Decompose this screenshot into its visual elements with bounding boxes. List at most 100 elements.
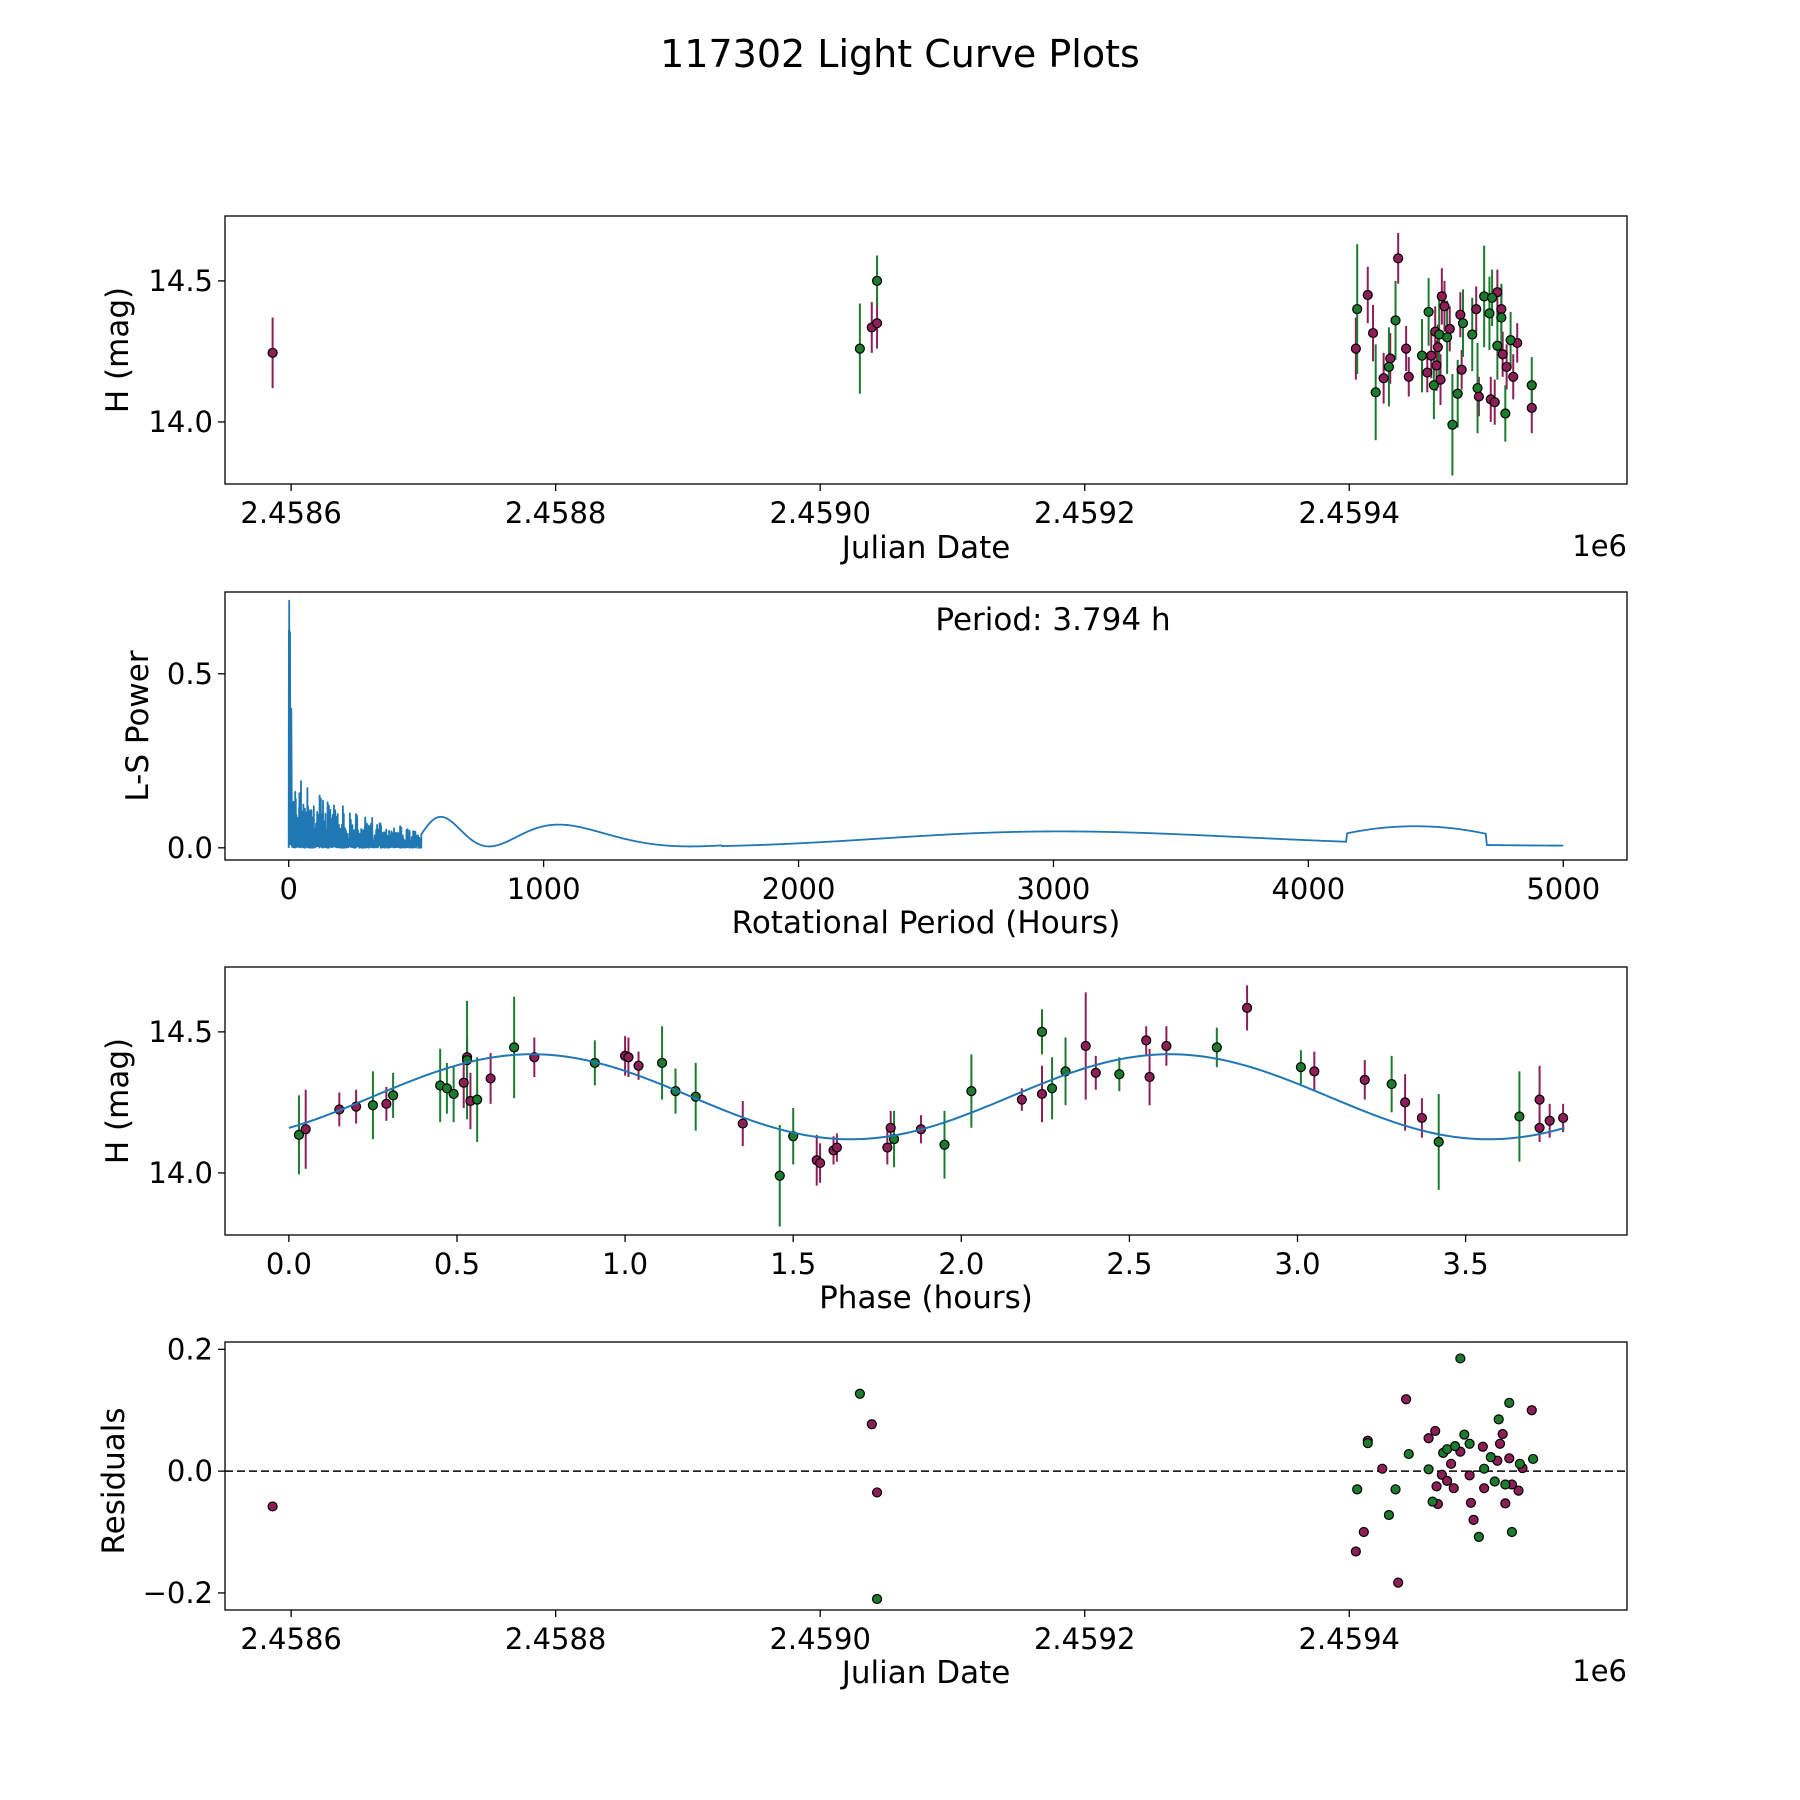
- periodogram-x-ticks: 0 1000 2000 3000 4000 5000: [280, 860, 1600, 906]
- periodogram-x-tick-label: 5000: [1526, 872, 1600, 906]
- lightcurve-point: [1393, 253, 1404, 264]
- phase-y-tick-label: 14.0: [148, 1156, 213, 1190]
- periodogram-y-tick-label: 0.5: [167, 657, 213, 691]
- periodogram-x-tick-label: 0: [280, 872, 298, 906]
- phase-point: [1114, 1069, 1125, 1080]
- phase-point: [1295, 1062, 1306, 1073]
- lightcurve-point: [1456, 364, 1467, 375]
- residuals-point: [1468, 1514, 1479, 1525]
- phase-point: [458, 1077, 469, 1088]
- lightcurve-point: [1432, 342, 1443, 353]
- residuals-point: [1473, 1531, 1484, 1543]
- residuals-point: [1477, 1441, 1488, 1452]
- phase-point: [633, 1060, 644, 1071]
- phase-point: [831, 1142, 843, 1153]
- residuals-point: [1506, 1526, 1518, 1538]
- phase-point: [1046, 1083, 1058, 1094]
- lightcurve-panel: 2.4586 2.4588 2.4590 2.4592 2.4594 14.014.5 …: [100, 215, 1628, 566]
- phase-plot-area: [288, 985, 1569, 1227]
- phase-y-axis-label: H (mag): [100, 1038, 136, 1164]
- residuals-point: [267, 1501, 278, 1512]
- phase-point: [885, 1122, 896, 1133]
- phase-point: [293, 1129, 305, 1140]
- residuals-point: [1504, 1453, 1515, 1464]
- phase-point: [441, 1083, 452, 1094]
- phase-x-tick-label: 0.5: [434, 1247, 480, 1281]
- phase-x-tick-label: 1.0: [602, 1247, 648, 1281]
- phase-point: [623, 1052, 634, 1063]
- phase-point: [814, 1157, 826, 1169]
- phase-point: [774, 1170, 785, 1181]
- phase-point: [966, 1086, 977, 1097]
- lightcurve-point: [1447, 419, 1458, 430]
- phase-point: [300, 1124, 311, 1135]
- phase-point: [1544, 1115, 1555, 1126]
- phase-point: [1514, 1111, 1525, 1122]
- residuals-point: [1500, 1498, 1511, 1509]
- residuals-point: [1358, 1526, 1369, 1538]
- residuals-point: [1465, 1497, 1477, 1508]
- phase-point: [1080, 1040, 1091, 1052]
- phase-point: [1016, 1094, 1027, 1105]
- lightcurve-point: [1472, 382, 1483, 394]
- residuals-point: [1527, 1453, 1539, 1465]
- phase-point: [1386, 1078, 1397, 1090]
- lightcurve-point: [1497, 349, 1508, 360]
- lightcurve-x-tick-label: 2.4590: [769, 496, 870, 530]
- phase-x-tick-label: 2.5: [1106, 1247, 1152, 1281]
- residuals-plot-area: [225, 1353, 1627, 1605]
- lightcurve-point: [1455, 309, 1466, 320]
- lightcurve-point: [1489, 397, 1500, 408]
- residuals-point: [1423, 1464, 1434, 1475]
- phase-point: [1309, 1066, 1320, 1077]
- phase-point: [1400, 1097, 1411, 1108]
- phase-point: [509, 1042, 520, 1053]
- phase-point: [1359, 1074, 1370, 1085]
- lightcurve-x-axis-label: Julian Date: [840, 530, 1011, 566]
- lightcurve-x-ticks: 2.4586 2.4588 2.4590 2.4592 2.4594: [240, 484, 1400, 530]
- lightcurve-x-offset-label: 1e6: [1572, 529, 1627, 563]
- lightcurve-axes-frame: [224, 215, 1628, 485]
- lightcurve-y-tick-label: 14.0: [148, 405, 213, 439]
- residuals-point: [1455, 1353, 1466, 1364]
- lightcurve-point: [1471, 303, 1482, 315]
- phase-point: [448, 1088, 459, 1100]
- residuals-x-offset-label: 1e6: [1572, 1654, 1627, 1688]
- phase-point: [381, 1098, 392, 1109]
- residuals-x-tick-label: 2.4590: [769, 1622, 870, 1656]
- phase-point: [1036, 1088, 1048, 1100]
- residuals-point: [871, 1593, 883, 1605]
- phase-panel: 0.0 0.5 1.0 1.5 2.0 2.5 3.0 3.5 14.0 14.5 Phase …: [100, 966, 1628, 1316]
- phase-point: [737, 1118, 748, 1129]
- residuals-point: [1485, 1452, 1496, 1463]
- phase-point: [1534, 1122, 1545, 1133]
- residuals-point: [1383, 1509, 1395, 1521]
- periodogram-x-axis-label: Rotational Period (Hours): [732, 905, 1121, 941]
- lightcurve-point: [1370, 387, 1381, 398]
- phase-fit-curve: [288, 1053, 1565, 1141]
- residuals-y-ticks: −0.2 0.0 0.2: [143, 1332, 225, 1610]
- lightcurve-x-tick-label: 2.4594: [1299, 496, 1400, 530]
- lightcurve-point: [1352, 303, 1363, 315]
- lightcurve-point: [1435, 374, 1446, 385]
- residuals-point: [1390, 1484, 1401, 1495]
- residuals-point: [1403, 1448, 1414, 1460]
- lightcurve-point: [1378, 373, 1389, 384]
- phase-point: [1211, 1042, 1222, 1053]
- phase-x-tick-label: 3.5: [1443, 1247, 1489, 1281]
- periodogram-y-ticks: 0.0 0.5: [167, 657, 225, 865]
- periodogram-x-tick-label: 4000: [1271, 872, 1345, 906]
- lightcurve-y-axis-label: H (mag): [100, 287, 136, 413]
- phase-point: [1036, 1026, 1048, 1037]
- residuals-point: [1449, 1441, 1461, 1452]
- periodogram-x-tick-label: 1000: [507, 872, 581, 906]
- phase-point: [656, 1057, 668, 1069]
- lightcurve-point: [1383, 361, 1395, 373]
- phase-axes-frame: [224, 966, 1628, 1236]
- residuals-point: [1464, 1470, 1475, 1481]
- residuals-point: [1431, 1481, 1442, 1492]
- residuals-point: [1514, 1458, 1525, 1469]
- lightcurve-point: [1428, 380, 1439, 391]
- lightcurve-point: [1452, 388, 1463, 399]
- residuals-y-tick-label: −0.2: [143, 1576, 213, 1610]
